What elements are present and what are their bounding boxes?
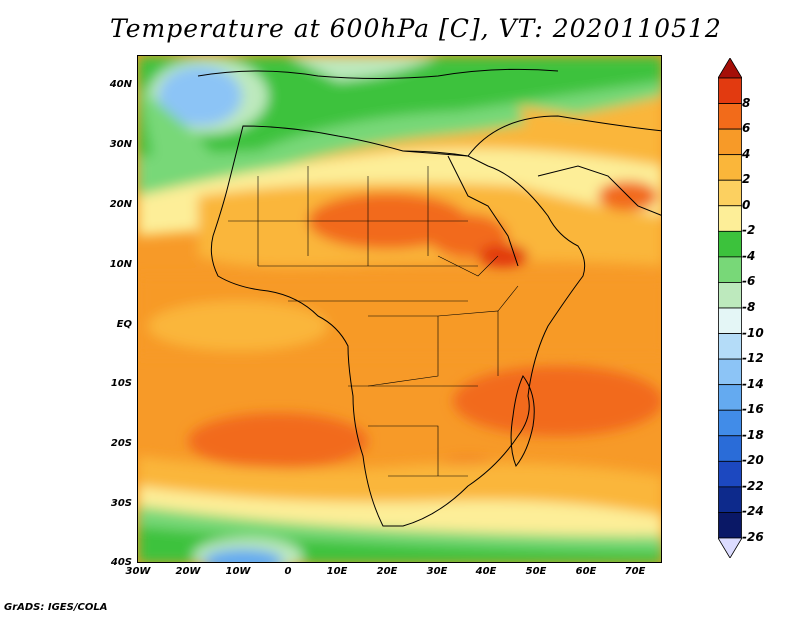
lon-label-30e: 30E — [426, 566, 448, 577]
country-borders — [228, 166, 519, 477]
colorbar-label: -2 — [742, 223, 756, 238]
red-sea-coast — [447, 155, 519, 267]
colorbar-box — [718, 256, 742, 283]
colorbar-box — [718, 154, 742, 181]
lon-label-10e: 10E — [326, 566, 348, 577]
lon-label-0: 0 — [284, 566, 292, 577]
lat-label-40s: 40S — [110, 557, 132, 568]
lon-label-50e: 50E — [525, 566, 547, 577]
lat-label-20s: 20S — [110, 438, 132, 449]
europe-coast — [197, 68, 559, 79]
colorbar — [718, 58, 742, 558]
arabia-coast — [537, 165, 661, 216]
colorbar-label: 4 — [742, 146, 751, 161]
temperature-map — [138, 56, 661, 562]
colorbar-box — [718, 384, 742, 411]
colorbar-box — [718, 282, 742, 309]
colorbar-box — [718, 512, 742, 539]
colorbar-box — [718, 409, 742, 437]
colorbar-box — [718, 333, 742, 360]
lon-label-70e: 70E — [624, 566, 646, 577]
page-title: Temperature at 600hPa [C], VT: 202011051… — [110, 14, 722, 43]
colorbar-bottom-arrow — [718, 537, 742, 558]
colorbar-label: -26 — [742, 530, 764, 544]
colorbar-label: -10 — [742, 325, 764, 340]
colorbar-box — [718, 307, 742, 334]
colorbar-label: -24 — [742, 504, 764, 519]
madagascar-outline — [510, 375, 535, 467]
middle-east-outline — [467, 115, 661, 157]
colorbar-box — [718, 435, 742, 462]
grads-credit: GrADS: IGES/COLA — [4, 602, 108, 613]
colorbar-label: -12 — [742, 351, 764, 366]
lon-label-10w: 10W — [225, 566, 251, 577]
colorbar-box — [718, 460, 742, 488]
colorbar-box — [718, 103, 742, 130]
colorbar-top-arrow — [718, 58, 742, 79]
colorbar-label: -22 — [742, 478, 764, 493]
temperature-field — [138, 56, 661, 562]
map-panel — [137, 55, 662, 563]
colorbar-label: -20 — [742, 453, 764, 468]
colorbar-label: -4 — [742, 248, 756, 263]
colorbar-label: -16 — [742, 402, 764, 417]
colorbar-box — [718, 230, 742, 258]
lat-label-40n: 40N — [109, 79, 132, 90]
africa-outline — [210, 125, 586, 527]
colorbar-label: -8 — [742, 300, 756, 314]
colorbar-label: -18 — [742, 427, 764, 442]
lon-label-40e: 40E — [475, 566, 497, 577]
colorbar-label: -14 — [742, 376, 764, 391]
colorbar-box — [718, 358, 742, 386]
colorbar-box — [718, 205, 742, 232]
colorbar-box — [718, 486, 742, 513]
lat-label-10s: 10S — [110, 378, 132, 389]
colorbar-label: 6 — [742, 121, 751, 136]
lon-label-20e: 20E — [376, 566, 398, 577]
lat-label-eq: EQ — [116, 319, 132, 330]
lon-label-60e: 60E — [575, 566, 597, 577]
colorbar-box — [718, 77, 742, 104]
colorbar-label: 2 — [742, 172, 751, 187]
lon-label-30w: 30W — [125, 566, 151, 577]
colorbar-label: 0 — [742, 197, 751, 212]
colorbar-label: -6 — [742, 274, 756, 289]
lat-label-20n: 20N — [109, 199, 132, 210]
colorbar-label: 8 — [742, 95, 751, 110]
lon-label-20w: 20W — [175, 566, 201, 577]
lat-label-30n: 30N — [109, 139, 132, 150]
coastlines — [197, 68, 661, 527]
lat-label-10n: 10N — [109, 259, 132, 270]
colorbar-box — [718, 179, 742, 207]
lat-label-30s: 30S — [110, 498, 132, 509]
colorbar-box — [718, 128, 742, 156]
